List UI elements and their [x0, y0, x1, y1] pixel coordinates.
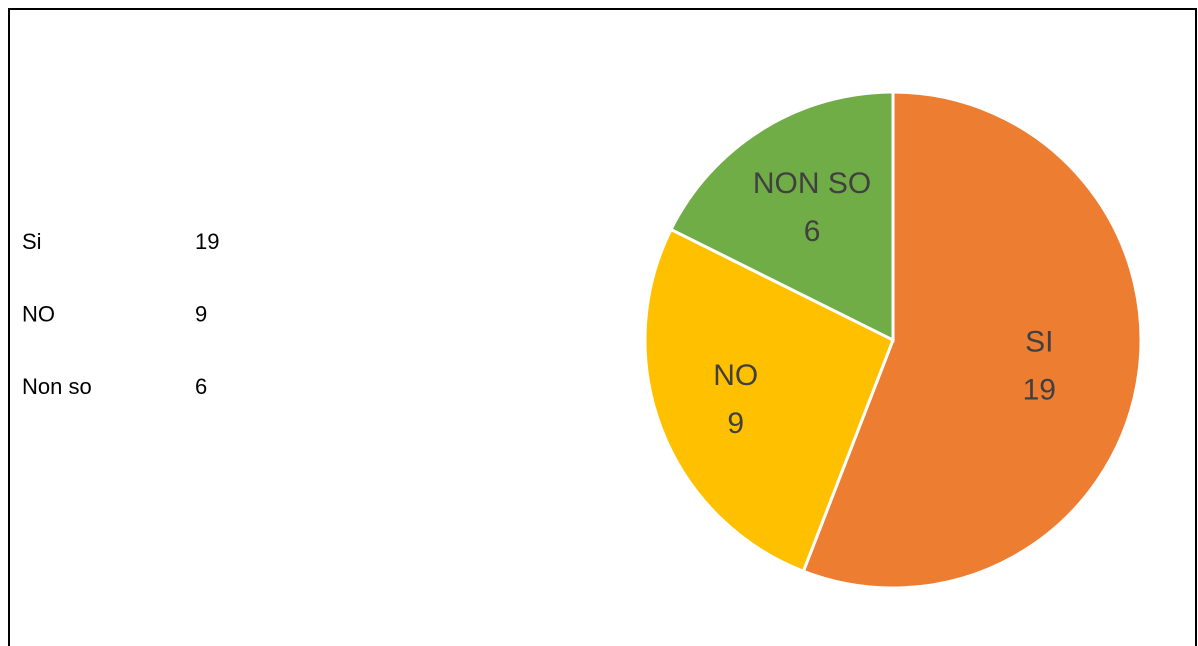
- row-label: Non so: [22, 374, 92, 399]
- frame: [8, 8, 1197, 646]
- row-value: 9: [195, 301, 207, 326]
- slice-label: SI: [1025, 325, 1053, 358]
- slice-label: NO: [713, 359, 758, 392]
- row-label: Si: [22, 229, 42, 254]
- slice-label: NON SO: [753, 167, 871, 200]
- slice-value: 6: [804, 215, 821, 248]
- row-value: 19: [195, 229, 219, 254]
- pie-chart: SI 19 NO 9 NON SO 6: [643, 90, 1143, 590]
- pie-slice: [643, 227, 895, 574]
- slice-value: 9: [727, 407, 744, 440]
- pie-slice: [668, 90, 895, 343]
- slice-value: 19: [1023, 373, 1056, 406]
- pie-slice: [801, 90, 1143, 590]
- row-value: 6: [195, 374, 207, 399]
- data-table: Si 19 NO 9 Non so 6: [22, 229, 219, 399]
- row-label: NO: [22, 301, 55, 326]
